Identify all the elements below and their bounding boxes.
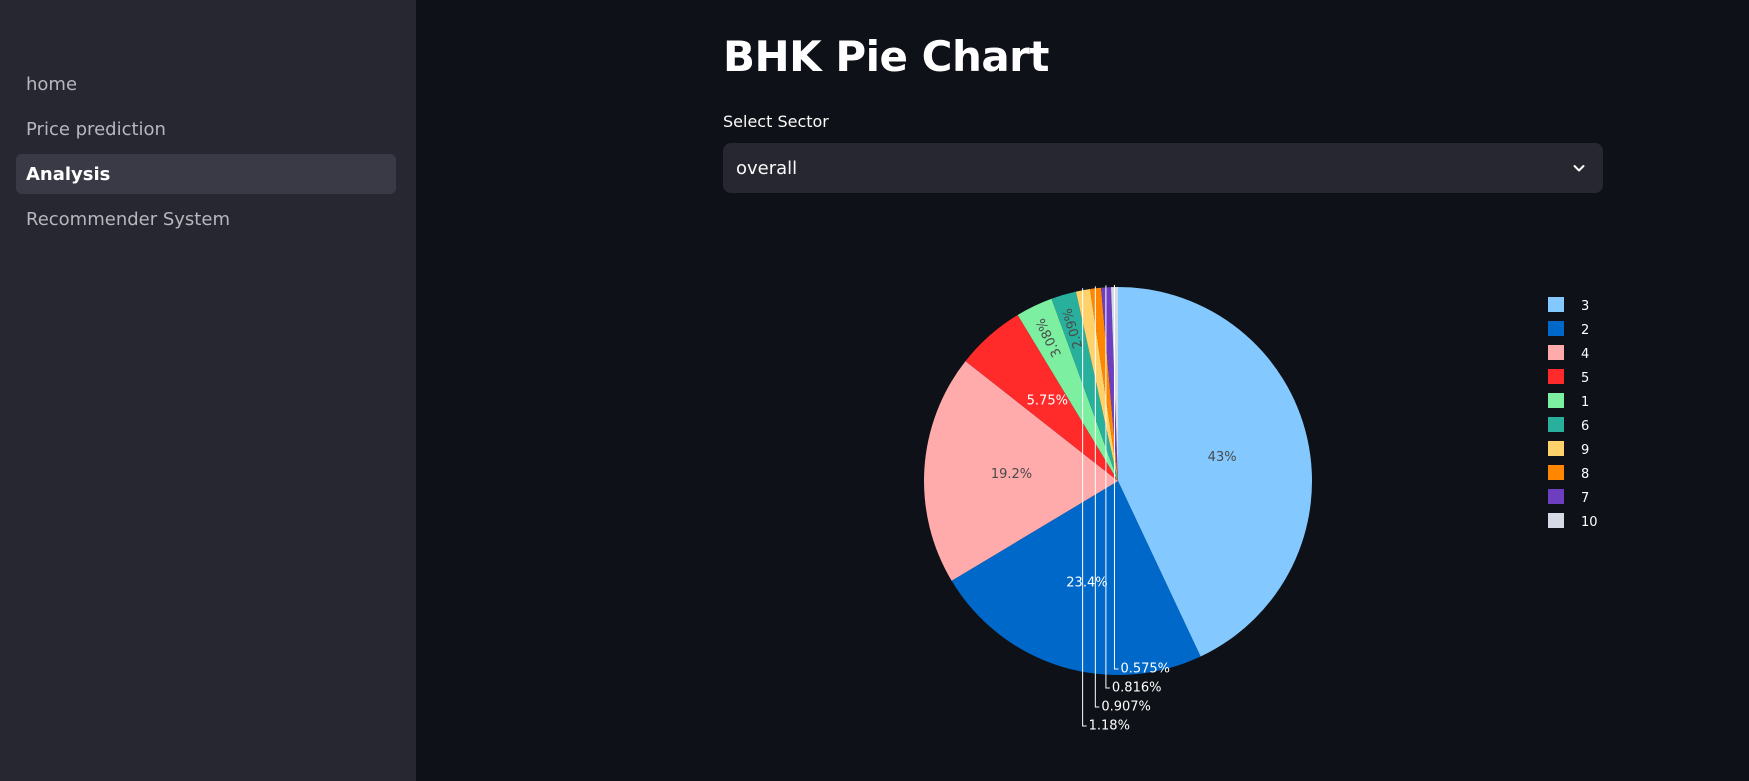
- pie-slice-3[interactable]: [1118, 287, 1312, 657]
- pie-slice-8[interactable]: [1090, 287, 1118, 481]
- pie-slice-5[interactable]: [965, 314, 1118, 481]
- pie-slice-label-2: 23.4%: [1066, 576, 1107, 591]
- sector-select-value: overall: [736, 157, 798, 179]
- legend-item-6[interactable]: 6: [1548, 417, 1589, 434]
- sector-select[interactable]: overall: [723, 143, 1603, 193]
- legend-swatch-6: [1548, 417, 1564, 432]
- page-title: BHK Pie Chart: [723, 32, 1049, 81]
- sidebar-item-home[interactable]: home: [16, 64, 396, 104]
- sidebar-item-label: home: [26, 73, 78, 95]
- legend-label-4: 4: [1581, 347, 1589, 362]
- pie-slice-1[interactable]: [1017, 298, 1118, 481]
- legend-label-9: 9: [1581, 443, 1589, 458]
- legend-item-3[interactable]: 3: [1548, 297, 1589, 314]
- legend-swatch-1: [1548, 393, 1564, 408]
- pie-slice-7[interactable]: [1101, 287, 1118, 481]
- legend-label-5: 5: [1581, 371, 1589, 386]
- sidebar-item-analysis[interactable]: Analysis: [16, 154, 396, 194]
- legend-item-2[interactable]: 2: [1548, 321, 1589, 338]
- pie-slice-2[interactable]: [951, 481, 1201, 675]
- pie-leader-line-8: [1094, 286, 1100, 708]
- legend-item-4[interactable]: 4: [1548, 345, 1589, 362]
- pie-slice-label-9: 1.18%: [1089, 719, 1130, 734]
- pie-slice-label-5: 5.75%: [1027, 394, 1068, 409]
- legend-swatch-10: [1548, 513, 1564, 528]
- legend-item-1[interactable]: 1: [1548, 393, 1589, 410]
- legend-label-10: 10: [1581, 515, 1598, 530]
- legend-item-8[interactable]: 8: [1548, 465, 1589, 482]
- legend-swatch-2: [1548, 321, 1564, 336]
- pie-slice-label-10: 0.575%: [1120, 662, 1170, 677]
- pie-leader-line-10: [1113, 285, 1119, 670]
- pie-leader-line-7: [1105, 285, 1110, 689]
- legend-swatch-4: [1548, 345, 1564, 360]
- sidebar-item-label: Recommender System: [26, 208, 230, 230]
- bhk-pie-chart: 43%23.4%19.2%5.75%3.08%2.09%0.575%0.816%…: [924, 285, 1598, 734]
- legend-label-3: 3: [1581, 299, 1589, 314]
- chevron-down-icon[interactable]: [1571, 160, 1587, 176]
- sidebar-item-recommender-system[interactable]: Recommender System: [16, 199, 396, 239]
- legend-label-8: 8: [1581, 467, 1589, 482]
- pie-slice-9[interactable]: [1075, 289, 1118, 481]
- pie-slice-label-4: 19.2%: [991, 467, 1032, 482]
- pie-slice-label-7: 0.816%: [1112, 681, 1162, 696]
- main-content: BHK Pie Chart Select Sector overall 43% 2…: [416, 0, 1749, 781]
- pie-slice-4[interactable]: [924, 361, 1118, 581]
- legend-item-10[interactable]: 10: [1548, 513, 1598, 530]
- sidebar: home Price prediction Analysis Recommend…: [0, 0, 416, 781]
- legend-swatch-3: [1548, 297, 1564, 312]
- legend-label-6: 6: [1581, 419, 1589, 434]
- pie-leader-line-9: [1082, 288, 1087, 727]
- legend-label-7: 7: [1581, 491, 1589, 506]
- legend-swatch-8: [1548, 465, 1564, 480]
- sidebar-item-label: Price prediction: [26, 118, 166, 140]
- legend-item-9[interactable]: 9: [1548, 441, 1589, 458]
- legend-item-7[interactable]: 7: [1548, 489, 1589, 506]
- sidebar-item-label: Analysis: [26, 163, 111, 185]
- legend-swatch-9: [1548, 441, 1564, 456]
- sidebar-nav: home Price prediction Analysis Recommend…: [16, 64, 396, 244]
- pie-slice-label-3: 43%: [1208, 450, 1237, 465]
- legend-label-2: 2: [1581, 323, 1589, 338]
- select-sector-label: Select Sector: [723, 112, 829, 131]
- pie-slice-label-8: 0.907%: [1101, 700, 1151, 715]
- legend-item-5[interactable]: 5: [1548, 369, 1589, 386]
- legend-swatch-5: [1548, 369, 1564, 384]
- pie-slice-6[interactable]: [1051, 291, 1118, 481]
- sidebar-item-price-prediction[interactable]: Price prediction: [16, 109, 396, 149]
- legend-label-1: 1: [1581, 395, 1589, 410]
- legend-swatch-7: [1548, 489, 1564, 504]
